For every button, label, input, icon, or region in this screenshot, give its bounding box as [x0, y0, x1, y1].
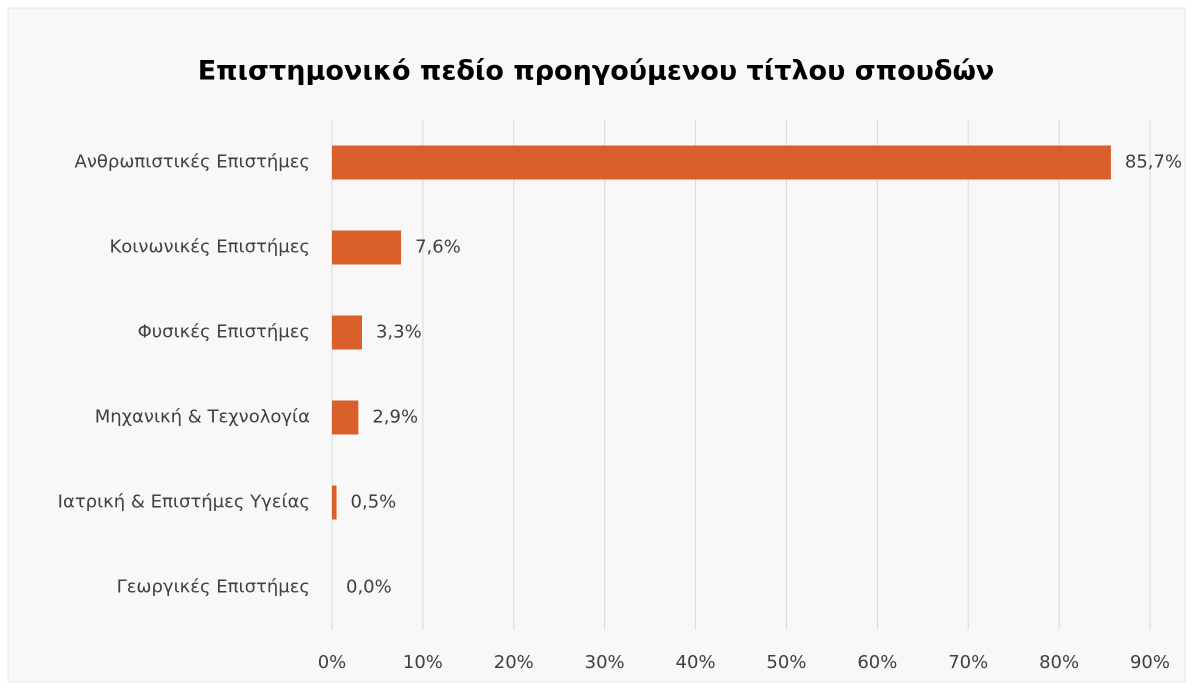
x-tick-label: 70%: [948, 652, 988, 673]
bar: [332, 230, 402, 265]
y-tick-label: Μηχανική & Τεχνολογία: [95, 407, 310, 428]
x-tick-label: 50%: [766, 652, 806, 673]
data-label: 2,9%: [372, 407, 418, 428]
x-tick-label: 80%: [1039, 652, 1079, 673]
chart-background: [7, 7, 1186, 683]
bar: [332, 485, 337, 520]
y-tick-label: Ανθρωπιστικές Επιστήμες: [75, 152, 310, 173]
x-tick-label: 10%: [403, 652, 443, 673]
x-tick-label: 30%: [585, 652, 625, 673]
x-tick-label: 90%: [1130, 652, 1170, 673]
bar: [332, 315, 362, 350]
y-tick-label: Κοινωνικές Επιστήμες: [109, 237, 310, 258]
y-tick-label: Γεωργικές Επιστήμες: [117, 577, 310, 598]
x-tick-label: 40%: [676, 652, 716, 673]
data-label: 85,7%: [1125, 152, 1182, 173]
data-label: 3,3%: [376, 322, 422, 343]
data-label: 0,0%: [346, 577, 392, 598]
x-tick-label: 60%: [857, 652, 897, 673]
bar: [332, 145, 1111, 180]
y-tick-label: Ιατρική & Επιστήμες Υγείας: [58, 492, 310, 513]
data-label: 0,5%: [351, 492, 397, 513]
x-tick-label: 20%: [494, 652, 534, 673]
chart-title: Επιστημονικό πεδίο προηγούμενου τίτλου σ…: [198, 56, 995, 87]
bar: [332, 400, 359, 435]
data-label: 7,6%: [415, 237, 461, 258]
x-tick-label: 0%: [318, 652, 347, 673]
y-tick-label: Φυσικές Επιστήμες: [138, 322, 310, 343]
